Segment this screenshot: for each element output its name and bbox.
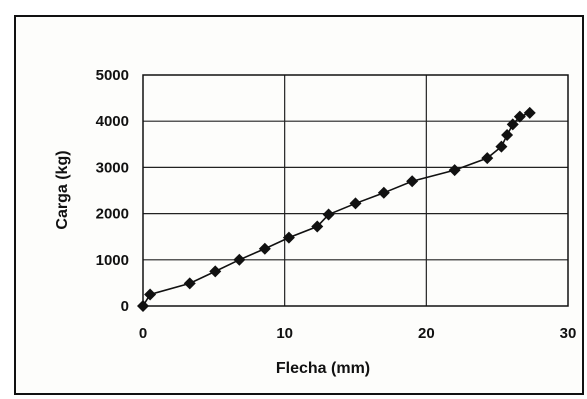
grid bbox=[143, 75, 568, 306]
x-tick-label: 30 bbox=[560, 325, 577, 342]
data-point bbox=[322, 208, 335, 221]
plot-area bbox=[142, 74, 569, 307]
data-point bbox=[377, 186, 390, 199]
data-point bbox=[258, 242, 271, 255]
data-point bbox=[137, 300, 149, 312]
chart-frame bbox=[14, 15, 584, 395]
x-axis-label: Flecha (mm) bbox=[276, 360, 370, 377]
x-tick-label: 0 bbox=[139, 325, 147, 342]
data-point bbox=[311, 220, 324, 233]
data-point bbox=[233, 253, 246, 266]
data-point bbox=[513, 110, 526, 123]
y-tick-label: 1000 bbox=[96, 252, 129, 269]
x-tick-label: 10 bbox=[276, 325, 293, 342]
series-line bbox=[142, 112, 531, 307]
data-point bbox=[506, 118, 519, 131]
y-tick-label: 4000 bbox=[96, 113, 129, 130]
data-point bbox=[501, 129, 514, 142]
data-point bbox=[448, 164, 461, 177]
series bbox=[137, 106, 536, 312]
data-point bbox=[282, 231, 295, 244]
data-point bbox=[495, 140, 508, 153]
data-point bbox=[144, 288, 157, 301]
data-point bbox=[523, 106, 536, 119]
x-tick-label: 20 bbox=[418, 325, 435, 342]
data-point bbox=[406, 175, 419, 188]
data-point bbox=[349, 197, 362, 210]
y-tick-label: 0 bbox=[121, 298, 129, 315]
y-tick-label: 5000 bbox=[96, 67, 129, 84]
data-point bbox=[209, 265, 222, 278]
y-axis-label: Carga (kg) bbox=[54, 150, 71, 229]
tick-labels: 0 1000 2000 3000 4000 5000 0 10 20 30 bbox=[96, 67, 577, 342]
data-point bbox=[481, 152, 494, 165]
y-tick-label: 3000 bbox=[96, 159, 129, 176]
data-point bbox=[183, 277, 196, 290]
y-tick-label: 2000 bbox=[96, 206, 129, 223]
